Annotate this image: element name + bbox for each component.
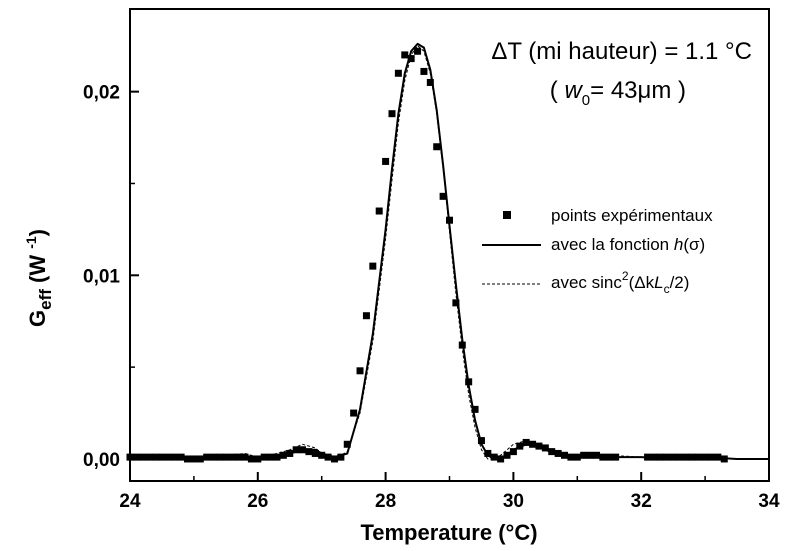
data-point	[254, 455, 262, 463]
data-point	[420, 67, 428, 75]
data-point	[337, 453, 345, 461]
data-point	[126, 453, 134, 461]
data-point	[394, 69, 402, 77]
data-point	[592, 451, 600, 459]
data-point	[369, 262, 377, 270]
data-point	[382, 157, 390, 165]
legend-label-dashed-close: /2)	[670, 273, 690, 292]
legend-marker-points	[503, 211, 511, 219]
data-point	[509, 448, 517, 456]
data-point	[350, 409, 358, 417]
y-axis-title-close: )	[25, 229, 50, 236]
data-point	[292, 446, 300, 454]
data-point	[426, 78, 434, 86]
data-point	[452, 299, 460, 307]
data-point	[669, 453, 677, 461]
data-point	[318, 451, 326, 459]
data-point	[676, 453, 684, 461]
data-point	[273, 453, 281, 461]
data-point	[471, 405, 479, 413]
legend-label-dashed-open: (Δk	[629, 273, 655, 292]
data-point	[656, 453, 664, 461]
y-tick-label: 0,02	[83, 83, 120, 104]
data-point	[522, 438, 530, 446]
legend-label-dashed: avec sinc2(ΔkLc/2)	[551, 269, 689, 296]
data-point	[388, 110, 396, 118]
data-point	[139, 453, 147, 461]
legend-label-dashed-var: L	[654, 273, 663, 292]
data-point	[439, 192, 447, 200]
data-point	[414, 47, 422, 55]
annotation-waist-sub: 0	[582, 92, 590, 109]
data-point	[407, 55, 415, 63]
y-axis-title-sub: eff	[36, 289, 55, 310]
annotation-waist-value: = 43μm )	[590, 77, 686, 104]
x-tick-label: 24	[119, 491, 141, 512]
data-point	[663, 453, 671, 461]
legend-label-dashed-prefix: avec sinc	[551, 273, 622, 292]
data-point	[401, 51, 409, 59]
data-point	[586, 451, 594, 459]
data-point	[433, 143, 441, 151]
data-point	[362, 312, 370, 320]
legend-label-dashed-sup: 2	[622, 269, 629, 283]
series-line-sinc2	[129, 45, 769, 460]
data-point	[375, 207, 383, 215]
series-points	[126, 47, 728, 463]
data-point	[490, 453, 498, 461]
data-point	[247, 455, 255, 463]
data-point	[343, 440, 351, 448]
annotation-waist-var: w	[564, 77, 583, 104]
legend-label-solid-arg: (σ)	[683, 235, 705, 254]
x-axis-title: Temperature (°C)	[360, 520, 537, 545]
x-tick-label: 30	[503, 491, 524, 512]
data-point	[311, 449, 319, 457]
data-point	[356, 367, 364, 375]
x-tick-label: 34	[758, 491, 780, 512]
y-axis-title-unit: (W	[25, 249, 50, 289]
y-axis-title-main: G	[25, 310, 50, 327]
annotation-waist-prefix: (	[550, 77, 565, 104]
legend-label-solid-func: h	[674, 235, 683, 254]
data-point	[305, 448, 313, 456]
x-tick-label: 26	[247, 491, 268, 512]
annotation-waist: ( w0= 43μm )	[550, 77, 686, 109]
y-tick-label: 0,00	[83, 450, 120, 471]
y-axis-title-exponent: -1	[23, 236, 39, 249]
data-point	[682, 453, 690, 461]
data-point	[324, 453, 332, 461]
legend: points expérimentaux avec la fonction h(…	[482, 206, 713, 296]
legend-label-dashed-sub: c	[664, 282, 670, 296]
data-point	[132, 453, 140, 461]
annotation-delta-t: ΔT (mi hauteur) = 1.1 °C	[491, 38, 752, 65]
x-tick-label: 32	[631, 491, 652, 512]
legend-label-solid: avec la fonction h(σ)	[551, 235, 705, 254]
data-point	[580, 451, 588, 459]
series-layer	[126, 42, 769, 463]
data-point	[267, 453, 275, 461]
y-tick-label: 0,01	[83, 266, 120, 287]
legend-label-points: points expérimentaux	[551, 206, 713, 225]
axis-ticks: 24 26 28 30 32 34 0,00 0,01 0,02	[83, 83, 780, 512]
x-tick-label: 28	[375, 491, 396, 512]
data-point	[203, 453, 211, 461]
y-axis-title: Geff (W -1)	[23, 229, 55, 327]
legend-label-solid-prefix: avec la fonction	[551, 235, 674, 254]
